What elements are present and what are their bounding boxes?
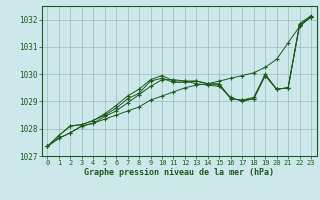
X-axis label: Graphe pression niveau de la mer (hPa): Graphe pression niveau de la mer (hPa): [84, 168, 274, 177]
